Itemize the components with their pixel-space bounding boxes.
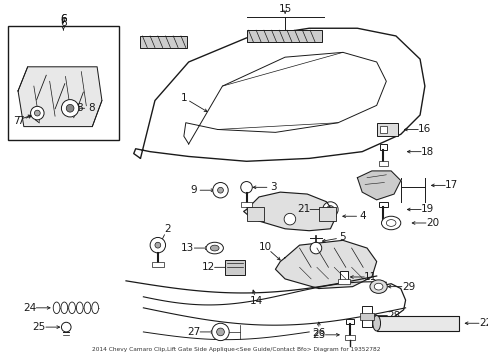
Circle shape: [240, 181, 252, 193]
Ellipse shape: [61, 302, 67, 314]
Bar: [337, 279, 349, 284]
Bar: [240, 202, 252, 207]
Text: 15: 15: [278, 4, 291, 14]
Bar: [362, 306, 371, 327]
Text: 6: 6: [60, 14, 66, 24]
Ellipse shape: [84, 302, 91, 314]
Text: 5: 5: [339, 233, 346, 242]
Ellipse shape: [76, 302, 83, 314]
Bar: [376, 123, 397, 136]
Bar: [140, 36, 186, 48]
Text: 25: 25: [33, 322, 46, 332]
Polygon shape: [243, 192, 336, 231]
Text: 4: 4: [359, 211, 366, 221]
Text: 9: 9: [190, 185, 196, 195]
Circle shape: [322, 202, 337, 217]
Ellipse shape: [381, 216, 400, 230]
Bar: [378, 202, 387, 207]
Text: 26: 26: [311, 328, 325, 338]
Ellipse shape: [68, 302, 75, 314]
Bar: [376, 316, 458, 331]
Ellipse shape: [205, 242, 223, 254]
Text: 28: 28: [386, 311, 400, 320]
Text: 16: 16: [417, 125, 430, 135]
Ellipse shape: [386, 220, 395, 226]
Circle shape: [61, 100, 79, 117]
Text: 10: 10: [259, 242, 272, 252]
Text: 18: 18: [420, 147, 433, 157]
Text: 11: 11: [364, 272, 377, 282]
Ellipse shape: [373, 283, 382, 290]
Bar: [360, 312, 373, 320]
Polygon shape: [275, 240, 376, 289]
Ellipse shape: [369, 280, 386, 293]
Text: 7: 7: [13, 116, 20, 126]
Text: 13: 13: [181, 243, 194, 253]
Bar: [379, 126, 386, 133]
Text: 6: 6: [60, 18, 66, 28]
Bar: [378, 161, 387, 166]
Circle shape: [150, 238, 165, 253]
Circle shape: [61, 322, 71, 332]
Text: 7: 7: [17, 116, 23, 126]
Text: 2014 Chevy Camaro Clip,Lift Gate Side Applique<See Guide/Contact Bfo> Diagram fo: 2014 Chevy Camaro Clip,Lift Gate Side Ap…: [91, 347, 379, 352]
Text: 17: 17: [445, 180, 458, 190]
Circle shape: [216, 328, 224, 336]
Bar: [318, 207, 336, 221]
Bar: [8, 26, 119, 140]
Text: 29: 29: [401, 282, 414, 292]
Text: 20: 20: [425, 218, 438, 228]
Ellipse shape: [372, 316, 380, 331]
Circle shape: [66, 104, 74, 112]
Text: 19: 19: [420, 204, 433, 215]
Text: 1: 1: [180, 93, 187, 103]
Text: 22: 22: [478, 318, 488, 328]
Ellipse shape: [53, 302, 60, 314]
Circle shape: [284, 213, 295, 225]
Text: 2: 2: [164, 224, 170, 234]
Text: 24: 24: [23, 303, 36, 313]
Bar: [246, 30, 321, 42]
Polygon shape: [18, 67, 102, 127]
Circle shape: [155, 242, 161, 248]
Circle shape: [34, 110, 40, 116]
Bar: [345, 319, 353, 324]
Text: 27: 27: [186, 327, 200, 337]
Text: 8: 8: [76, 103, 83, 113]
Circle shape: [217, 187, 223, 193]
Bar: [379, 144, 386, 150]
Text: 23: 23: [311, 330, 325, 340]
Ellipse shape: [210, 245, 219, 251]
Circle shape: [31, 106, 44, 120]
Circle shape: [326, 206, 334, 213]
Text: 3: 3: [270, 182, 276, 192]
Text: 21: 21: [296, 204, 309, 215]
Circle shape: [211, 323, 229, 341]
Bar: [152, 262, 163, 267]
Text: 14: 14: [249, 296, 262, 306]
Text: 12: 12: [201, 262, 214, 272]
Circle shape: [212, 183, 228, 198]
Bar: [225, 260, 244, 275]
Polygon shape: [357, 171, 400, 200]
Text: 8: 8: [88, 103, 95, 113]
Circle shape: [309, 242, 321, 254]
Ellipse shape: [92, 302, 99, 314]
Bar: [344, 335, 354, 339]
Bar: [339, 271, 347, 283]
Text: 6: 6: [60, 14, 66, 24]
Bar: [246, 207, 264, 221]
